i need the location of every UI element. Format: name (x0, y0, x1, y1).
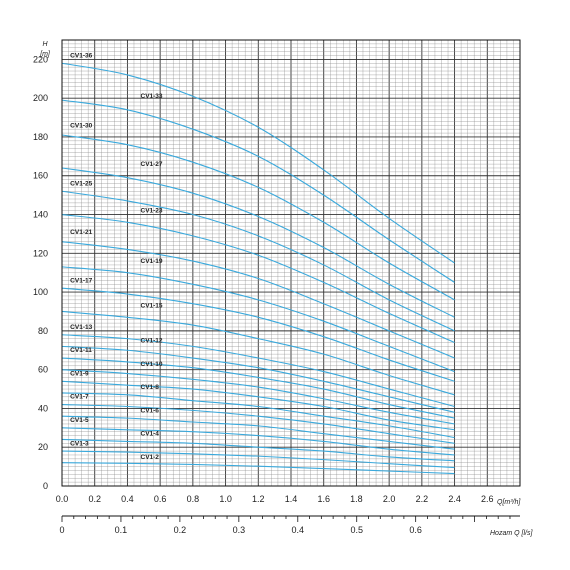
y-tick-label: 180 (33, 132, 48, 142)
curve-label-cv1-27: CV1-27 (141, 161, 163, 168)
y-tick-label: 160 (33, 171, 48, 181)
curve-label-cv1-7: CV1-7 (70, 394, 89, 401)
pump-curves (61, 62, 455, 475)
x-top-tick-label: 2.0 (383, 494, 396, 504)
curve-cv1-21 (61, 241, 455, 359)
x-bottom-tick-label: 0.3 (233, 525, 246, 535)
x-axis-top-label: Q[m³/h] (497, 499, 521, 506)
y-tick-label: 220 (33, 54, 48, 64)
curve-cv1-23 (61, 213, 455, 344)
curve-label-cv1-21: CV1-21 (70, 229, 92, 236)
curve-cv1-27 (61, 167, 455, 318)
curve-label-cv1-9: CV1-9 (70, 370, 89, 377)
curve-label-cv1-3: CV1-3 (70, 440, 89, 447)
curve-label-cv1-17: CV1-17 (70, 277, 92, 284)
curve-cv1-25 (61, 190, 455, 332)
x-bottom-tick-label: 0 (59, 525, 64, 535)
x-top-tick-label: 2.2 (416, 494, 429, 504)
y-tick-label: 0 (43, 481, 48, 491)
x-top-tick-label: 0.4 (121, 494, 134, 504)
y-tick-label: 40 (38, 403, 48, 413)
plot-frame (61, 39, 521, 487)
curve-label-cv1-19: CV1-19 (141, 258, 163, 265)
y-tick-label: 100 (33, 287, 48, 297)
y-tick-label: 200 (33, 93, 48, 103)
x-top-tick-label: 0.2 (88, 494, 101, 504)
curve-cv1-36 (61, 62, 455, 264)
curve-label-cv1-33: CV1-33 (141, 93, 163, 100)
curve-cv1-8 (61, 392, 455, 439)
curve-labels: CV1-36 CV1-33 CV1-30 CV1-27 CV1-25 CV1-23 CV1-… (70, 52, 163, 460)
curve-label-cv1-8: CV1-8 (141, 384, 160, 391)
x-top-tick-label: 1.6 (317, 494, 330, 504)
curve-cv1-33 (61, 99, 455, 283)
grid (61, 39, 521, 487)
x-top-tick-label: 0.0 (56, 494, 69, 504)
curve-label-cv1-11: CV1-11 (70, 347, 92, 354)
x-bottom-tick-label: 0.4 (292, 525, 305, 535)
curve-cv1-10 (61, 369, 455, 425)
curve-label-cv1-10: CV1-10 (141, 361, 163, 368)
x-bottom-tick-label: 0.6 (409, 525, 422, 535)
x-bottom-tick-label: 0.1 (115, 525, 128, 535)
y-tick-label: 120 (33, 248, 48, 258)
x-top-tick-label: 1.8 (350, 494, 363, 504)
curve-cv1-19 (61, 266, 455, 373)
y-axis-unit: [m] (39, 51, 51, 58)
curve-label-cv1-6: CV1-6 (141, 407, 160, 414)
curve-label-cv1-15: CV1-15 (141, 303, 163, 310)
curve-label-cv1-2: CV1-2 (141, 454, 160, 461)
curve-label-cv1-30: CV1-30 (70, 122, 92, 129)
curve-label-cv1-23: CV1-23 (141, 208, 163, 215)
curve-cv1-7 (61, 404, 455, 444)
x-top-tick-label: 0.6 (154, 494, 167, 504)
tick-labels: 0 20 40 60 80 100 120 140 160 180 200 220 0.0 0.2 0.4 0… (33, 54, 511, 535)
x-axis-bottom-label: Hozam Q [l/s] (490, 530, 533, 537)
curve-cv1-13 (61, 334, 455, 408)
curve-cv1-3 (61, 450, 455, 469)
curve-cv1-2 (61, 462, 455, 475)
curve-cv1-11 (61, 357, 455, 419)
y-axis-label: H (42, 41, 48, 48)
y-tick-label: 60 (38, 365, 48, 375)
curve-label-cv1-25: CV1-25 (70, 180, 92, 187)
curve-label-cv1-13: CV1-13 (70, 324, 92, 331)
curve-label-cv1-36: CV1-36 (70, 52, 92, 59)
curve-label-cv1-5: CV1-5 (70, 417, 89, 424)
x-top-tick-label: 0.8 (187, 494, 200, 504)
curve-cv1-12 (61, 345, 455, 413)
x-top-tick-label: 1.4 (285, 494, 298, 504)
x-bottom-tick-label: 0.5 (350, 525, 363, 535)
curve-cv1-9 (61, 380, 455, 431)
x-top-tick-label: 1.0 (219, 494, 232, 504)
curve-cv1-15 (61, 310, 455, 396)
x-bottom-tick-label: 0.2 (174, 525, 187, 535)
curve-cv1-6 (61, 415, 455, 450)
curve-cv1-5 (61, 427, 455, 456)
x-top-tick-label: 1.2 (252, 494, 265, 504)
x-top-tick-label: 2.4 (448, 494, 461, 504)
curve-label-cv1-12: CV1-12 (141, 338, 163, 345)
curve-cv1-17 (61, 287, 455, 382)
x-top-tick-label: 2.6 (481, 494, 494, 504)
curve-label-cv1-4: CV1-4 (141, 431, 160, 438)
curve-cv1-4 (61, 438, 455, 462)
y-tick-label: 80 (38, 326, 48, 336)
axes (61, 39, 521, 517)
y-tick-label: 140 (33, 210, 48, 220)
y-tick-label: 20 (38, 442, 48, 452)
curve-cv1-30 (61, 134, 455, 301)
